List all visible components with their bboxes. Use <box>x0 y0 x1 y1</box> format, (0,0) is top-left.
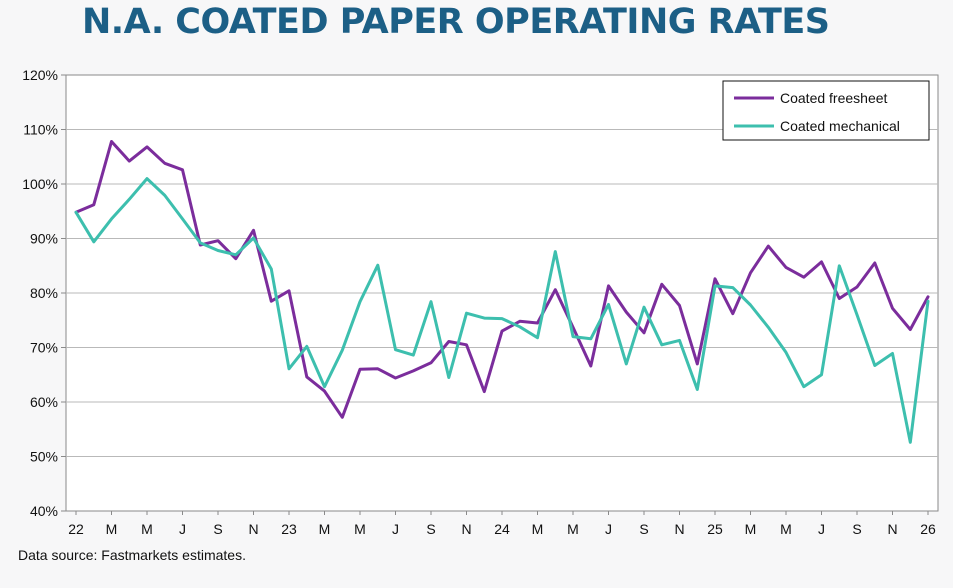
y-tick-label: 70% <box>30 340 58 356</box>
x-tick-label: 22 <box>68 521 84 537</box>
y-tick-label: 40% <box>30 503 58 519</box>
series-lines <box>74 140 930 444</box>
x-tick-label: J <box>818 521 825 537</box>
line-chart: 40% 50% 60% 70% 80% 90% 100% 110% 120% 22 M M J S N 23… <box>22 67 939 537</box>
legend-label-coated-mechanical: Coated mechanical <box>780 118 900 134</box>
x-tick-label: 26 <box>920 521 936 537</box>
x-tick-label: 24 <box>494 521 510 537</box>
x-tick-label: M <box>141 521 153 537</box>
x-tick-label: M <box>780 521 792 537</box>
x-tick-label: J <box>179 521 186 537</box>
x-tick-label: S <box>639 521 648 537</box>
y-tick-label: 110% <box>23 122 58 138</box>
x-tick-label: J <box>605 521 612 537</box>
x-tick-label: M <box>567 521 579 537</box>
series-line-coated-mechanical <box>74 177 930 444</box>
y-tick-label: 80% <box>30 285 58 301</box>
x-tick-label: J <box>392 521 399 537</box>
series-line-coated-freesheet <box>74 140 930 419</box>
data-source-note: Data source: Fastmarkets estimates. <box>18 547 246 563</box>
legend-label-coated-freesheet: Coated freesheet <box>780 90 888 106</box>
x-tick-label: M <box>745 521 757 537</box>
legend-box <box>722 80 930 141</box>
y-axis-ticks: 40% 50% 60% 70% 80% 90% 100% 110% 120% <box>22 67 58 519</box>
x-tick-label: N <box>248 521 258 537</box>
x-axis-ticks: 22 M M J S N 23 M M J S N 24 M M J S N 25 M M J S N 26 <box>68 511 936 537</box>
x-tick-label: N <box>674 521 684 537</box>
x-tick-label: S <box>213 521 222 537</box>
y-tick-label: 120% <box>22 67 58 83</box>
y-tick-label: 100% <box>22 176 58 192</box>
x-tick-label: M <box>319 521 331 537</box>
legend: Coated freesheet Coated mechanical <box>722 80 930 141</box>
x-tick-label: M <box>532 521 544 537</box>
y-tick-label: 50% <box>30 449 58 465</box>
x-tick-label: 23 <box>281 521 297 537</box>
x-tick-label: 25 <box>707 521 723 537</box>
y-tick-label: 90% <box>30 231 58 247</box>
x-tick-label: M <box>106 521 118 537</box>
x-tick-label: S <box>426 521 435 537</box>
x-tick-label: N <box>461 521 471 537</box>
chart-title: N.A. COATED PAPER OPERATING RATES <box>82 2 830 42</box>
x-tick-label: N <box>887 521 897 537</box>
y-tick-label: 60% <box>30 394 58 410</box>
x-tick-label: S <box>852 521 861 537</box>
x-tick-label: M <box>354 521 366 537</box>
